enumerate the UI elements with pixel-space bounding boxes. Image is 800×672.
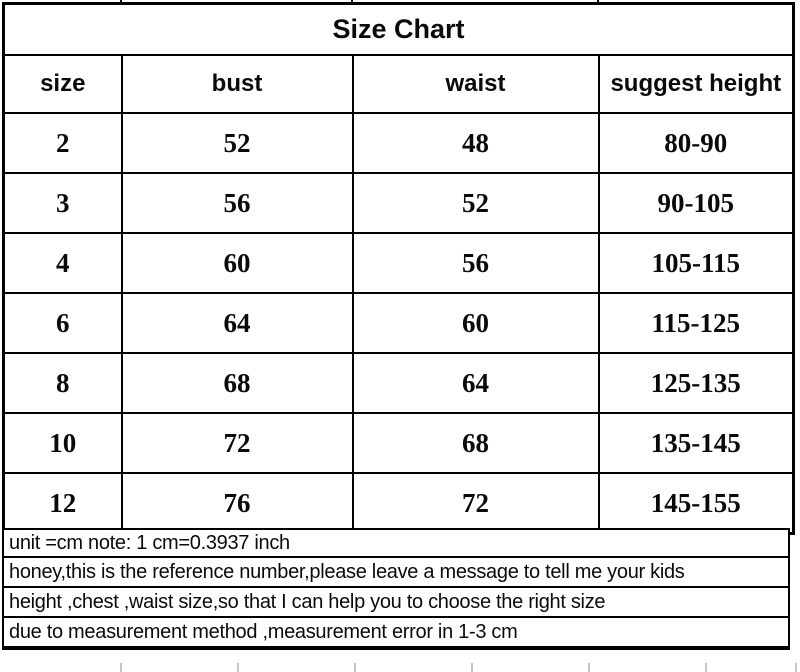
- cell-waist: 64: [351, 352, 600, 414]
- cell-size: 3: [2, 172, 123, 234]
- cell-waist: 72: [351, 472, 600, 535]
- cell-size: 12: [2, 472, 123, 535]
- title-row: Size Chart: [2, 2, 795, 56]
- table-row: 2 52 48 80-90: [2, 112, 795, 174]
- gridline-stub: [351, 0, 353, 3]
- table-title: Size Chart: [2, 2, 795, 56]
- cell-waist: 48: [351, 112, 600, 174]
- gridline-stub: [705, 663, 707, 672]
- size-chart-table: Size Chart size bust waist suggest heigh…: [2, 2, 796, 535]
- cell-height: 90-105: [597, 172, 795, 234]
- column-header-suggest-height: suggest height: [597, 54, 795, 114]
- cell-size: 2: [2, 112, 123, 174]
- notes-section: unit =cm note: 1 cm=0.3937 inch honey,th…: [2, 528, 792, 650]
- cell-waist: 52: [351, 172, 600, 234]
- cell-height: 125-135: [597, 352, 795, 414]
- cell-bust: 64: [120, 292, 354, 354]
- cell-bust: 52: [120, 112, 354, 174]
- cell-bust: 72: [120, 412, 354, 474]
- cell-height: 80-90: [597, 112, 795, 174]
- gridline-stub: [597, 0, 599, 3]
- note-unit: unit =cm note: 1 cm=0.3937 inch: [2, 528, 790, 558]
- cell-height: 135-145: [597, 412, 795, 474]
- cell-height: 105-115: [597, 232, 795, 294]
- cell-height: 145-155: [597, 472, 795, 535]
- table-row: 4 60 56 105-115: [2, 232, 795, 294]
- cell-bust: 68: [120, 352, 354, 414]
- gridline-stub: [471, 663, 473, 672]
- column-header-waist: waist: [351, 54, 600, 114]
- header-row: size bust waist suggest height: [2, 54, 795, 114]
- column-header-size: size: [2, 54, 123, 114]
- note-reference: honey,this is the reference number,pleas…: [2, 558, 790, 588]
- table-row: 8 68 64 125-135: [2, 352, 795, 414]
- table-row: 3 56 52 90-105: [2, 172, 795, 234]
- cell-bust: 76: [120, 472, 354, 535]
- cell-bust: 56: [120, 172, 354, 234]
- cell-waist: 56: [351, 232, 600, 294]
- column-header-bust: bust: [120, 54, 354, 114]
- table-row: 12 76 72 145-155: [2, 472, 795, 535]
- gridline-stub: [588, 663, 590, 672]
- table-row: 10 72 68 135-145: [2, 412, 795, 474]
- cell-size: 10: [2, 412, 123, 474]
- table-row: 6 64 60 115-125: [2, 292, 795, 354]
- cell-size: 4: [2, 232, 123, 294]
- gridline-stub: [120, 0, 122, 3]
- cell-waist: 68: [351, 412, 600, 474]
- cell-size: 8: [2, 352, 123, 414]
- gridline-stub: [795, 663, 797, 672]
- gridline-stub: [237, 663, 239, 672]
- cell-bust: 60: [120, 232, 354, 294]
- gridline-stub: [120, 663, 122, 672]
- cell-waist: 60: [351, 292, 600, 354]
- gridline-stub: [354, 663, 356, 672]
- cell-height: 115-125: [597, 292, 795, 354]
- note-error: due to measurement method ,measurement e…: [2, 618, 790, 650]
- cell-size: 6: [2, 292, 123, 354]
- note-help: height ,chest ,waist size,so that I can …: [2, 588, 790, 618]
